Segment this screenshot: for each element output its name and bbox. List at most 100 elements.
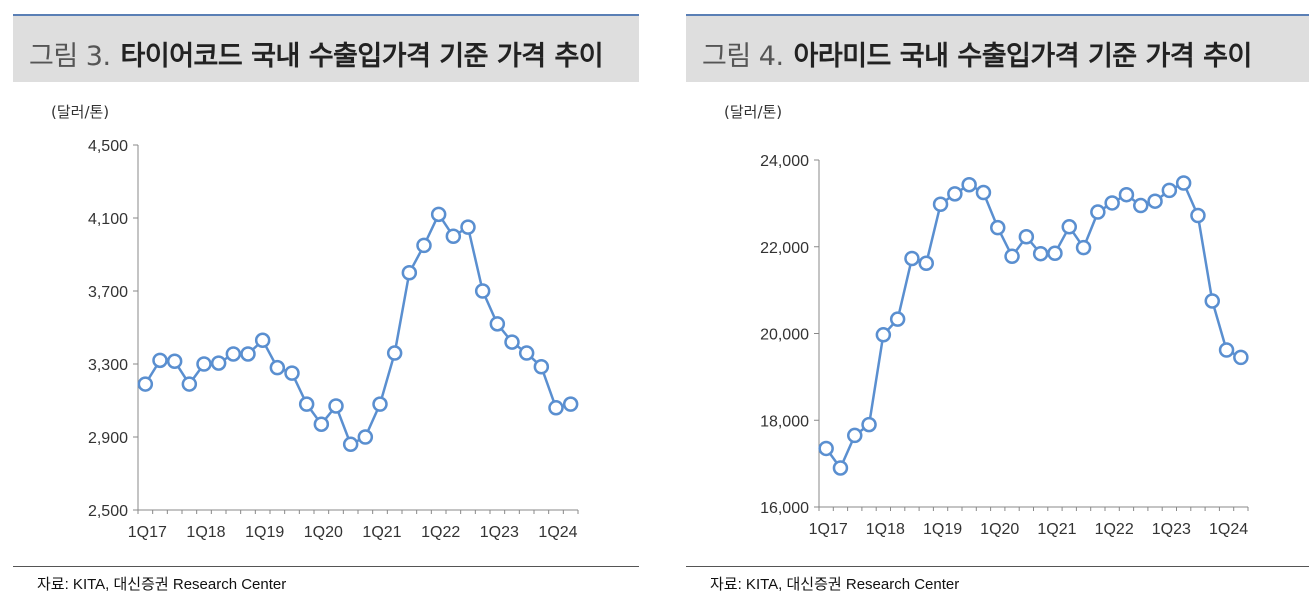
series-line: [825, 181, 1242, 470]
data-point: [210, 355, 227, 371]
chart-panel-aramid: 그림 4. 아라미드 국내 수출입가격 기준 가격 추이 (달러/톤) 16,000…: [686, 0, 1309, 603]
data-point: [875, 327, 892, 343]
data-point: [918, 255, 934, 271]
y-tick-label: 16,000: [760, 500, 809, 517]
y-tick-label: 20,000: [760, 327, 809, 344]
data-point: [1190, 207, 1206, 224]
data-point: [818, 440, 834, 457]
chart-title: 그림 3. 타이어코드 국내 수출입가격 기준 가격 추이: [29, 34, 604, 73]
y-tick-label: 18,000: [760, 413, 809, 430]
x-tick-label: 1Q22: [421, 524, 460, 541]
x-tick-label: 1Q22: [1095, 521, 1134, 538]
x-tick-label: 1Q20: [304, 524, 343, 541]
data-point: [533, 358, 550, 375]
x-tick-label: 1Q18: [866, 521, 905, 538]
data-point: [1175, 175, 1192, 191]
data-point: [548, 400, 564, 416]
figure-label: 그림 4.: [702, 41, 784, 72]
data-point: [1104, 195, 1120, 211]
figure-label: 그림 3.: [29, 41, 111, 72]
data-point: [430, 206, 447, 223]
data-point: [1218, 342, 1235, 358]
data-point: [342, 436, 359, 453]
data-point: [1018, 229, 1035, 245]
data-point: [832, 460, 849, 476]
data-point: [460, 219, 476, 235]
title-label: 아라미드 국내 수출입가격 기준 가격 추이: [793, 41, 1253, 72]
x-tick-label: 1Q23: [480, 524, 519, 541]
data-point: [137, 376, 154, 392]
x-tick-label: 1Q17: [809, 521, 848, 538]
x-tick-label: 1Q21: [1037, 521, 1076, 538]
data-point: [1090, 204, 1106, 220]
data-point: [225, 346, 242, 362]
data-point: [196, 356, 212, 372]
data-point: [474, 283, 491, 299]
unit-label: (달러/톤): [724, 103, 782, 121]
y-tick-label: 2,900: [88, 430, 128, 447]
x-tick-label: 1Q17: [128, 524, 167, 541]
data-point: [401, 265, 418, 281]
data-point: [932, 196, 949, 212]
data-point: [445, 228, 462, 244]
data-point: [990, 219, 1006, 236]
data-point: [504, 334, 520, 350]
data-point: [1075, 239, 1092, 256]
data-point: [861, 416, 877, 433]
y-tick-label: 3,700: [88, 284, 128, 301]
data-point: [386, 345, 403, 361]
chart-panel-tirecord: 그림 3. 타이어코드 국내 수출입가격 기준 가격 추이 (달러/톤) 2,500…: [13, 0, 641, 603]
y-tick-label: 24,000: [760, 153, 809, 170]
x-tick-label: 1Q24: [1209, 521, 1248, 538]
x-tick-label: 1Q21: [362, 524, 401, 541]
chart-title: 그림 4. 아라미드 국내 수출입가격 기준 가격 추이: [702, 34, 1252, 73]
data-point: [1032, 245, 1049, 262]
aramid-line-chart: (달러/톤) 16,000 18,000 20,000 22,000 24,000 1Q17…: [724, 103, 1249, 538]
data-point: [904, 250, 920, 267]
data-point: [961, 176, 977, 193]
data-point: [1147, 193, 1163, 209]
x-tick-label: 1Q24: [538, 524, 577, 541]
data-point: [1004, 248, 1020, 265]
data-point: [1133, 197, 1149, 214]
data-point: [847, 427, 863, 444]
source-note: 자료: KITA, 대신증권 Research Center: [710, 576, 960, 593]
title-bar: 그림 4. 아라미드 국내 수출입가격 기준 가격 추이: [686, 14, 1309, 82]
data-point: [357, 429, 374, 445]
data-point: [254, 332, 271, 349]
x-tick-label: 1Q19: [245, 524, 284, 541]
tirecord-line-chart: (달러/톤) 2,500 2,900 3,300 3,700 4,100 4,500 1Q17…: [51, 103, 579, 541]
y-tick-label: 2,500: [88, 503, 128, 520]
data-point: [313, 416, 330, 432]
data-point: [889, 311, 906, 327]
y-tick-label: 4,500: [88, 138, 128, 155]
unit-label: (달러/톤): [51, 103, 109, 121]
source-divider: [13, 566, 639, 567]
title-label: 타이어코드 국내 수출입가격 기준 가격 추이: [120, 41, 604, 72]
data-point: [1061, 219, 1077, 235]
data-point: [518, 345, 535, 361]
y-tick-label: 22,000: [760, 240, 809, 257]
y-tick-label: 3,300: [88, 357, 128, 374]
data-point: [1047, 245, 1063, 262]
data-point: [1204, 293, 1220, 309]
data-point: [328, 398, 344, 414]
data-point: [240, 346, 256, 362]
y-tick-label: 4,100: [88, 211, 128, 228]
source-divider: [686, 566, 1309, 567]
data-point: [166, 353, 183, 370]
data-point: [298, 396, 315, 412]
data-point: [181, 376, 198, 392]
source-note: 자료: KITA, 대신증권 Research Center: [37, 576, 287, 593]
data-point: [489, 316, 506, 332]
x-tick-label: 1Q23: [1152, 521, 1191, 538]
data-point: [416, 237, 432, 254]
x-tick-label: 1Q19: [923, 521, 962, 538]
data-point: [562, 396, 579, 412]
data-point: [1161, 182, 1178, 199]
data-point: [284, 365, 300, 381]
data-point: [269, 359, 286, 376]
series-line: [144, 213, 572, 446]
title-bar: 그림 3. 타이어코드 국내 수출입가격 기준 가격 추이: [13, 14, 639, 82]
data-point: [1233, 349, 1249, 366]
